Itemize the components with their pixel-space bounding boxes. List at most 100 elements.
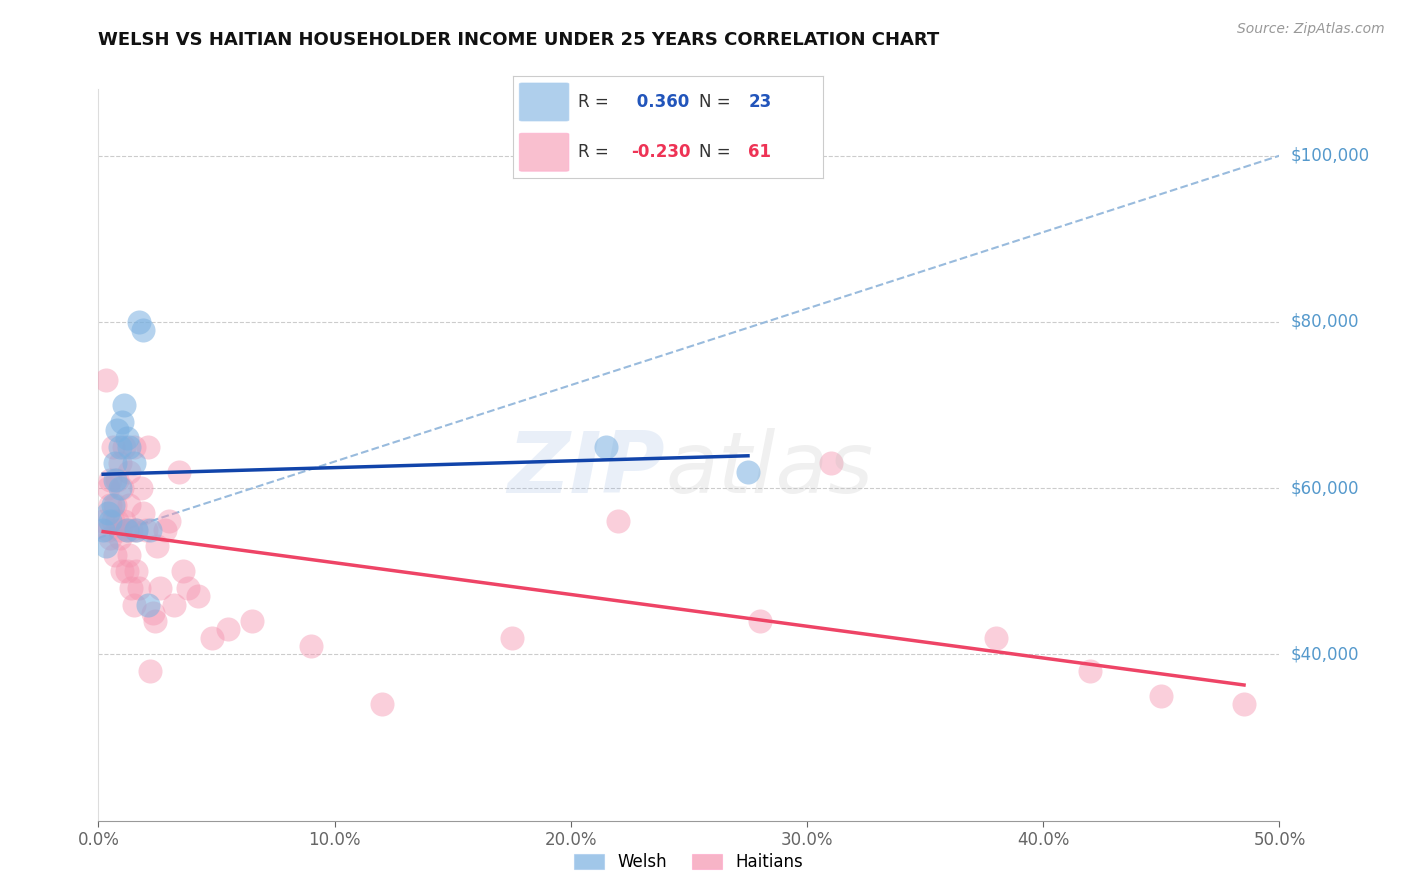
Point: [118, 465, 141, 479]
Point: [146, 539, 169, 553]
Point: [984, 631, 1007, 645]
Point: [737, 465, 759, 479]
Point: [128, 315, 150, 329]
Point: [122, 440, 145, 454]
Point: [111, 415, 134, 429]
Point: [139, 664, 162, 678]
Point: [132, 506, 155, 520]
Point: [112, 398, 135, 412]
Point: [132, 323, 155, 337]
Point: [167, 465, 190, 479]
Point: [607, 515, 630, 529]
Text: N =: N =: [699, 144, 735, 161]
Point: [136, 440, 159, 454]
Text: N =: N =: [699, 93, 735, 111]
Point: [98, 515, 121, 529]
Point: [187, 589, 209, 603]
Point: [115, 564, 138, 578]
Point: [122, 598, 145, 612]
Point: [105, 423, 128, 437]
Point: [135, 523, 157, 537]
Point: [115, 431, 138, 445]
Point: [121, 523, 143, 537]
Text: 0.360: 0.360: [631, 93, 689, 111]
Point: [104, 548, 127, 562]
Point: [157, 515, 180, 529]
Point: [172, 564, 194, 578]
Point: [118, 548, 141, 562]
Text: Source: ZipAtlas.com: Source: ZipAtlas.com: [1237, 22, 1385, 37]
Point: [143, 614, 166, 628]
Point: [122, 456, 145, 470]
Point: [91, 523, 114, 537]
Point: [121, 581, 143, 595]
Point: [153, 523, 176, 537]
Point: [177, 581, 200, 595]
Point: [98, 531, 121, 545]
Point: [104, 473, 127, 487]
Text: 23: 23: [748, 93, 772, 111]
Point: [139, 523, 162, 537]
Point: [104, 498, 127, 512]
Point: [94, 539, 117, 553]
FancyBboxPatch shape: [519, 83, 569, 121]
Point: [108, 531, 131, 545]
Point: [128, 581, 150, 595]
Point: [108, 440, 131, 454]
Text: $60,000: $60,000: [1291, 479, 1360, 497]
Text: $80,000: $80,000: [1291, 313, 1360, 331]
Point: [91, 515, 114, 529]
Point: [98, 498, 121, 512]
Point: [820, 456, 842, 470]
Point: [129, 481, 152, 495]
Point: [125, 523, 148, 537]
Text: 61: 61: [748, 144, 772, 161]
Point: [163, 598, 186, 612]
Point: [97, 481, 120, 495]
Point: [371, 698, 394, 712]
Point: [1233, 698, 1256, 712]
Text: R =: R =: [578, 144, 614, 161]
Point: [101, 498, 124, 512]
Text: R =: R =: [578, 93, 614, 111]
Text: ZIP: ZIP: [508, 428, 665, 511]
Point: [136, 598, 159, 612]
Point: [149, 581, 172, 595]
Point: [201, 631, 224, 645]
Point: [94, 373, 117, 387]
Point: [101, 440, 124, 454]
Point: [118, 440, 141, 454]
Point: [240, 614, 263, 628]
Point: [97, 523, 120, 537]
Text: $100,000: $100,000: [1291, 146, 1369, 165]
Point: [97, 506, 120, 520]
Point: [501, 631, 523, 645]
Legend: Welsh, Haitians: Welsh, Haitians: [568, 847, 810, 878]
Point: [118, 498, 141, 512]
Point: [217, 623, 239, 637]
Point: [111, 564, 134, 578]
Point: [299, 639, 322, 653]
Point: [142, 606, 165, 620]
Point: [115, 523, 138, 537]
Point: [104, 456, 127, 470]
Point: [105, 515, 128, 529]
Point: [125, 523, 148, 537]
Point: [101, 515, 124, 529]
Point: [748, 614, 770, 628]
Point: [105, 473, 128, 487]
Point: [108, 481, 131, 495]
Point: [98, 473, 121, 487]
Point: [595, 440, 617, 454]
Point: [111, 481, 134, 495]
Text: WELSH VS HAITIAN HOUSEHOLDER INCOME UNDER 25 YEARS CORRELATION CHART: WELSH VS HAITIAN HOUSEHOLDER INCOME UNDE…: [98, 31, 939, 49]
Point: [1150, 689, 1173, 703]
Text: -0.230: -0.230: [631, 144, 690, 161]
Point: [1080, 664, 1102, 678]
Point: [108, 456, 131, 470]
Point: [108, 523, 131, 537]
Text: $40,000: $40,000: [1291, 646, 1360, 664]
Text: atlas: atlas: [665, 428, 873, 511]
FancyBboxPatch shape: [519, 133, 569, 171]
Point: [112, 515, 135, 529]
